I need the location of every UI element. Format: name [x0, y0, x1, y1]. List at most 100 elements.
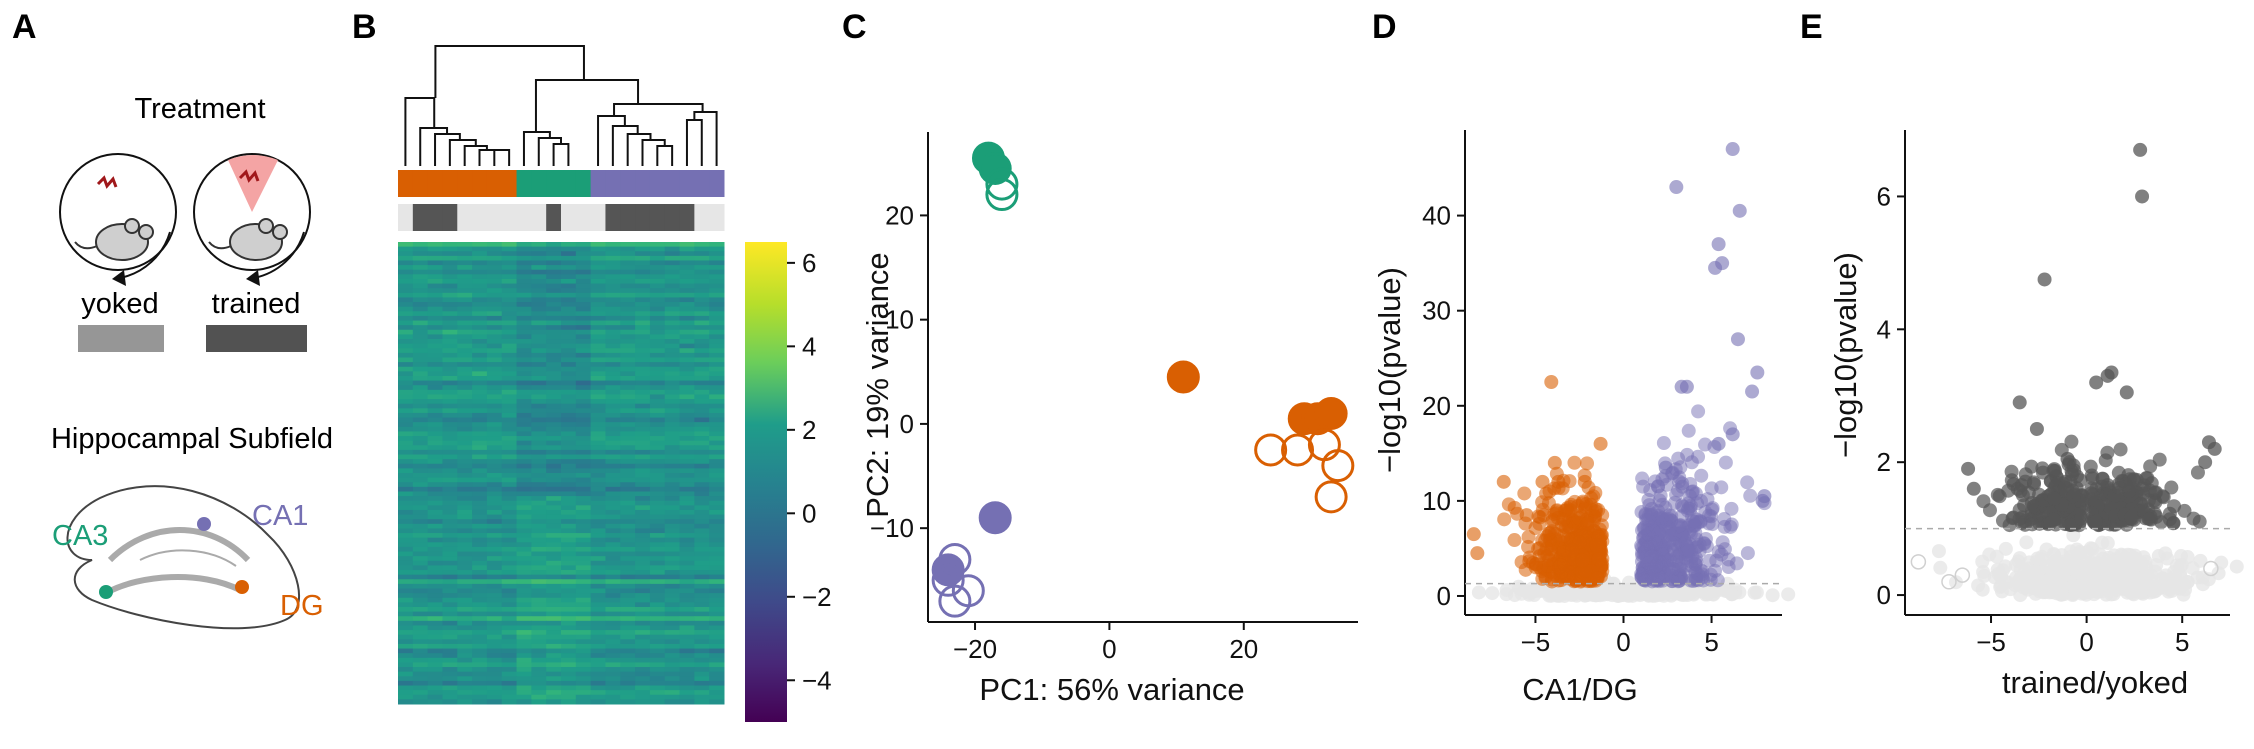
heatmap-cell — [501, 343, 518, 349]
heatmap-cell — [486, 278, 503, 285]
subfield-bar-cell — [486, 170, 503, 197]
heatmap-cell — [457, 556, 473, 562]
heatmap-cell — [516, 565, 532, 571]
treatment-bar-cell — [486, 204, 503, 231]
volcano-point-sig — [2012, 395, 2027, 410]
heatmap-cell — [605, 385, 621, 391]
heatmap-cell — [694, 403, 710, 409]
heatmap-cell — [546, 473, 562, 479]
heatmap-cell — [679, 477, 695, 483]
x-tick-label: 5 — [1704, 627, 1718, 657]
heatmap-cell — [635, 648, 651, 654]
heatmap-cell — [412, 496, 429, 502]
heatmap-cell — [412, 422, 429, 428]
heatmap-cell — [679, 486, 695, 492]
heatmap-cell — [664, 648, 681, 654]
heatmap-cell — [472, 519, 488, 525]
heatmap-cell — [486, 325, 503, 331]
heatmap-cell — [427, 440, 443, 446]
heatmap-cell — [501, 339, 518, 345]
heatmap-cell — [516, 339, 532, 345]
volcano-point-ca1 — [1680, 543, 1695, 558]
heatmap-cell — [531, 505, 547, 511]
heatmap-cell — [709, 486, 725, 492]
heatmap-cell — [664, 325, 681, 331]
heatmap-cell — [472, 311, 488, 317]
heatmap-cell — [635, 611, 651, 617]
heatmap-cell — [561, 343, 577, 349]
heatmap-cell — [575, 676, 592, 682]
heatmap-cell — [605, 274, 621, 280]
heatmap-cell — [486, 246, 503, 252]
heatmap-cell — [709, 436, 725, 442]
heatmap-cell — [635, 436, 651, 442]
heatmap-cell — [531, 671, 547, 677]
heatmap-cell — [531, 542, 547, 548]
heatmap-cell — [501, 570, 518, 576]
heatmap-cell — [679, 278, 695, 285]
heatmap-cell — [531, 533, 547, 539]
heatmap-cell — [709, 343, 725, 349]
heatmap-cell — [531, 648, 547, 654]
heatmap-cell — [486, 459, 503, 465]
heatmap-cell — [709, 570, 725, 576]
heatmap-cell — [694, 491, 710, 497]
heatmap-cell — [442, 482, 458, 488]
volcano-point-sig — [2198, 455, 2213, 470]
heatmap-cell — [516, 500, 532, 506]
heatmap-cell — [546, 297, 562, 303]
heatmap-cell — [605, 671, 621, 677]
heatmap-cell — [457, 616, 473, 622]
volcano-subfield-xlabel: CA1/DG — [1522, 672, 1637, 707]
treatment-bar-cell — [575, 204, 592, 231]
heatmap-cell — [516, 278, 532, 285]
heatmap-cell — [427, 542, 443, 548]
heatmap-cell — [546, 389, 562, 395]
heatmap-cell — [679, 468, 695, 474]
heatmap-cell — [472, 565, 488, 571]
heatmap-cell — [709, 302, 725, 308]
heatmap-cell — [575, 454, 592, 460]
heatmap-cell — [442, 514, 458, 520]
heatmap-cell — [590, 422, 606, 428]
trained-arena-icon — [193, 153, 311, 286]
heatmap-cell — [442, 486, 458, 492]
heatmap-cell — [590, 671, 606, 677]
heatmap-cell — [575, 403, 592, 409]
volcano-point-ca1 — [1725, 142, 1740, 157]
heatmap-cell — [679, 634, 695, 640]
heatmap-cell — [427, 570, 443, 576]
heatmap-cell — [516, 417, 532, 423]
heatmap-cell — [398, 523, 414, 529]
heatmap-cell — [575, 343, 592, 349]
heatmap-cell — [472, 639, 488, 645]
heatmap-cell — [590, 500, 606, 506]
heatmap-cell — [575, 505, 592, 511]
heatmap-cell — [501, 436, 518, 442]
heatmap-cell — [546, 648, 562, 654]
heatmap-cell — [398, 440, 414, 446]
heatmap-cell — [575, 399, 592, 405]
heatmap-cell — [516, 366, 532, 372]
heatmap-cell — [546, 348, 562, 354]
volcano-point-ca1 — [1710, 573, 1725, 588]
heatmap-cell — [427, 477, 443, 483]
heatmap-cell — [516, 459, 532, 465]
heatmap-cell — [694, 329, 710, 335]
heatmap-cell — [472, 496, 488, 502]
heatmap-cell — [575, 630, 592, 636]
heatmap-cell — [427, 565, 443, 571]
heatmap-cell — [709, 505, 725, 511]
heatmap-cell — [620, 357, 636, 363]
heatmap-cell — [531, 606, 547, 613]
heatmap-cell — [561, 242, 577, 248]
heatmap-cell — [398, 375, 414, 382]
heatmap-cell — [546, 597, 562, 603]
heatmap-cell — [412, 260, 429, 266]
heatmap-cell — [442, 634, 458, 640]
heatmap-cell — [649, 375, 666, 382]
heatmap-cell — [709, 265, 725, 271]
heatmap-cell — [472, 297, 488, 303]
heatmap-cell — [694, 352, 710, 358]
heatmap-cell — [590, 339, 606, 345]
